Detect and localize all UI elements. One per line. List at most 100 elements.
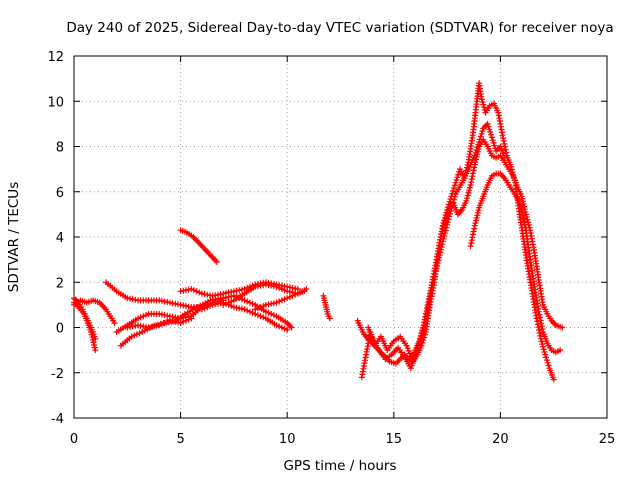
data-point-marker xyxy=(260,314,267,321)
data-point-marker xyxy=(451,193,458,200)
x-tick-label: 25 xyxy=(599,432,616,447)
data-point-marker xyxy=(161,320,168,326)
data-point-marker xyxy=(534,318,541,325)
data-point-marker xyxy=(288,324,295,331)
data-point-marker xyxy=(453,177,460,183)
data-point-marker xyxy=(451,182,458,189)
data-point-marker xyxy=(131,332,138,339)
data-point-marker xyxy=(439,238,446,245)
data-point-marker xyxy=(252,306,259,313)
data-point-marker xyxy=(418,330,425,337)
data-point-marker xyxy=(137,314,144,321)
data-point-marker xyxy=(427,287,434,294)
data-point-marker xyxy=(478,130,485,137)
data-point-marker xyxy=(450,185,457,192)
data-point-marker xyxy=(471,152,478,159)
data-point-marker xyxy=(414,347,421,354)
data-point-marker xyxy=(476,139,483,145)
x-tick-label: 20 xyxy=(492,432,509,447)
data-series xyxy=(71,80,566,383)
data-point-marker xyxy=(452,179,459,186)
data-point-marker xyxy=(533,315,540,322)
data-point-marker xyxy=(444,206,451,213)
data-point-marker xyxy=(289,292,296,299)
data-point-marker xyxy=(445,201,452,208)
series-arc-11 xyxy=(252,286,310,313)
data-point-marker xyxy=(477,133,484,140)
data-point-marker xyxy=(486,126,493,133)
y-tick-label: 0 xyxy=(56,322,64,337)
y-tick-label: 4 xyxy=(56,231,64,246)
data-point-marker xyxy=(447,196,454,202)
data-point-marker xyxy=(246,308,253,315)
data-point-marker xyxy=(177,320,184,326)
data-point-marker xyxy=(418,342,425,349)
series-arc-4 xyxy=(103,279,205,311)
data-point-marker xyxy=(442,227,449,234)
data-point-marker xyxy=(550,376,557,383)
data-point-marker xyxy=(303,286,310,292)
data-point-marker xyxy=(446,213,453,220)
data-point-marker xyxy=(542,351,549,358)
series-arc-13 xyxy=(320,292,333,322)
data-point-marker xyxy=(427,290,433,297)
data-point-marker xyxy=(276,284,283,291)
series-arc-12 xyxy=(177,227,220,265)
data-point-marker xyxy=(254,305,261,312)
data-point-marker xyxy=(510,174,517,181)
data-point-marker xyxy=(441,233,448,239)
data-point-marker xyxy=(273,299,280,306)
data-point-marker xyxy=(519,209,526,216)
data-point-marker xyxy=(421,334,428,341)
data-point-marker xyxy=(188,315,195,322)
series-arc-16 xyxy=(365,120,508,372)
data-point-marker xyxy=(326,315,333,322)
data-point-marker xyxy=(543,354,549,361)
data-point-marker xyxy=(198,306,205,313)
data-point-marker xyxy=(488,131,494,138)
data-point-marker xyxy=(92,347,99,354)
x-axis-title: GPS time / hours xyxy=(283,458,396,474)
data-point-marker xyxy=(440,235,447,242)
data-point-marker xyxy=(432,268,439,275)
x-tick-label: 10 xyxy=(279,432,296,447)
data-point-marker xyxy=(537,317,544,324)
data-point-marker xyxy=(448,205,455,212)
data-point-marker xyxy=(276,298,283,305)
data-point-marker xyxy=(420,337,427,344)
series-arc-3 xyxy=(71,299,99,342)
data-point-marker xyxy=(474,144,481,151)
data-point-marker xyxy=(436,252,443,259)
data-point-marker xyxy=(444,219,451,226)
data-point-marker xyxy=(246,283,253,290)
data-point-marker xyxy=(190,287,197,294)
data-point-marker xyxy=(439,222,446,229)
data-point-marker xyxy=(538,323,545,330)
data-point-marker xyxy=(254,312,261,319)
series-arc-2 xyxy=(71,297,118,326)
data-point-marker xyxy=(281,325,288,332)
data-point-marker xyxy=(488,134,495,141)
data-point-marker xyxy=(415,344,421,351)
axis-ticks xyxy=(73,55,608,419)
data-point-marker xyxy=(260,303,267,309)
data-point-marker xyxy=(428,285,435,291)
data-point-marker xyxy=(523,214,530,220)
series-arc-14 xyxy=(354,136,566,367)
data-point-marker xyxy=(284,326,291,333)
x-tick-label: 5 xyxy=(176,432,184,447)
data-point-marker xyxy=(244,298,251,305)
data-point-marker xyxy=(432,271,438,278)
y-tick-label: 6 xyxy=(56,186,64,201)
data-point-marker xyxy=(478,93,485,100)
series-arc-7 xyxy=(124,315,195,331)
data-point-marker xyxy=(443,224,450,231)
data-point-marker xyxy=(445,204,451,211)
data-point-marker xyxy=(433,265,440,272)
data-point-marker xyxy=(273,283,280,290)
data-point-marker xyxy=(472,149,479,156)
data-point-marker xyxy=(406,350,413,357)
data-point-marker xyxy=(416,338,423,345)
x-tick-labels: 0 5 10 15 20 25 xyxy=(70,432,615,447)
data-point-marker xyxy=(281,287,288,294)
